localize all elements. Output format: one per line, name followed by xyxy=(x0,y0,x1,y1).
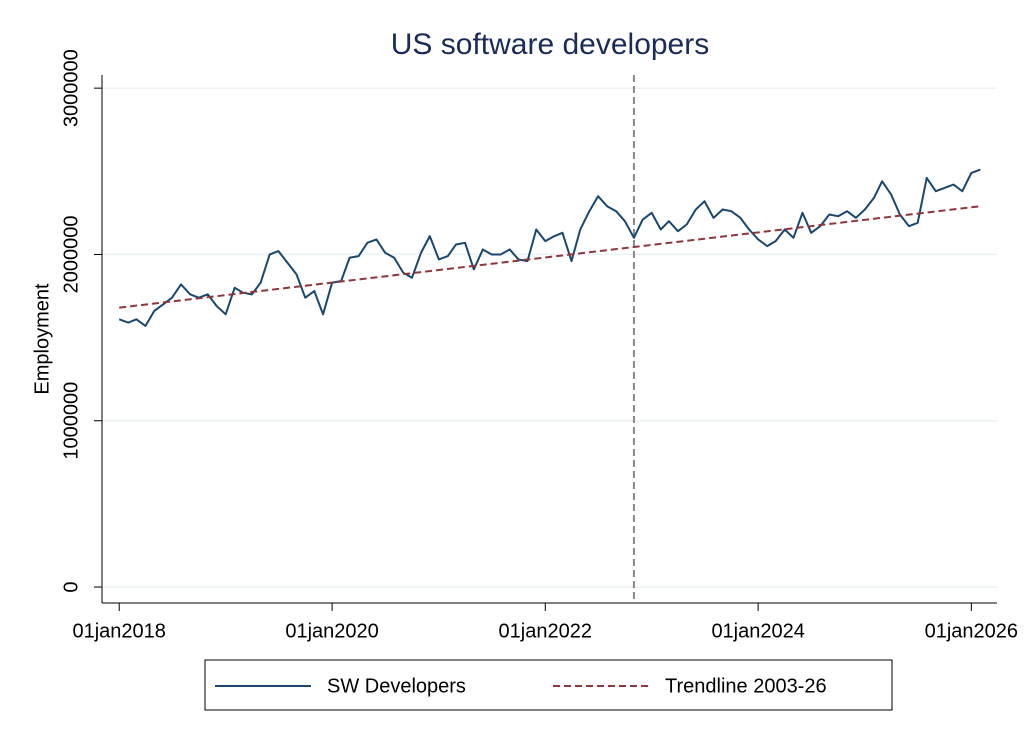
legend-label: SW Developers xyxy=(327,675,466,697)
y-tick-label: 2000000 xyxy=(60,215,82,293)
chart-title: US software developers xyxy=(391,28,710,61)
x-tick-label: 01jan2020 xyxy=(285,620,378,642)
y-axis-label: Employment xyxy=(31,283,53,395)
x-tick-label: 01jan2024 xyxy=(711,620,804,642)
y-tick-label: 1000000 xyxy=(60,382,82,460)
x-tick-label: 01jan2018 xyxy=(72,620,165,642)
x-tick-label: 01jan2022 xyxy=(499,620,592,642)
y-tick-label: 0 xyxy=(60,581,82,592)
series-line xyxy=(118,168,981,327)
y-tick-label: 3000000 xyxy=(60,49,82,127)
legend-box xyxy=(204,659,893,711)
legend-label: Trendline 2003-26 xyxy=(665,675,827,697)
series-line xyxy=(119,205,981,309)
x-tick-label: 01jan2026 xyxy=(925,620,1018,642)
